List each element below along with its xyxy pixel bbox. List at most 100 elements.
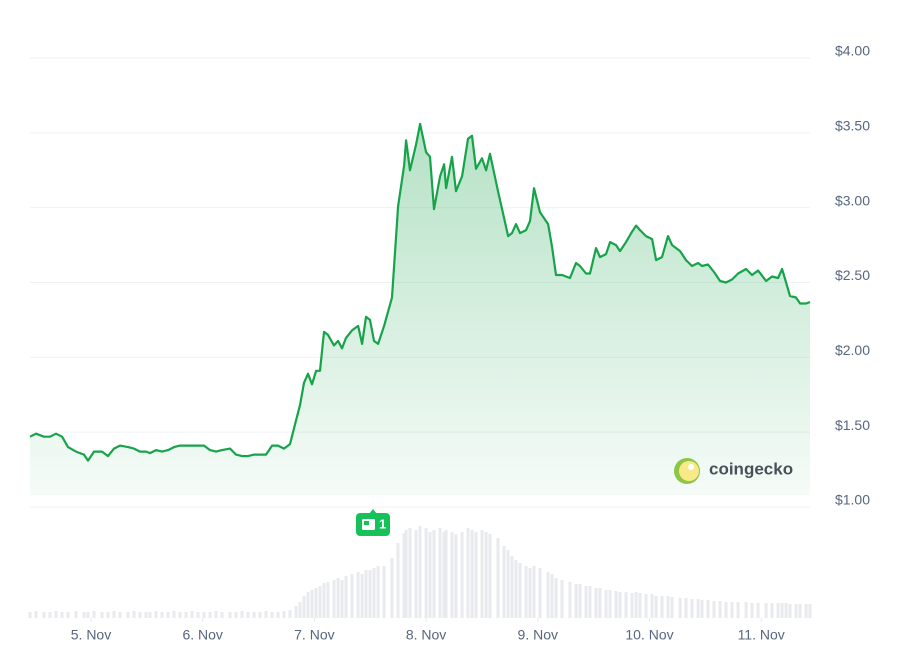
volume-bar (574, 584, 578, 618)
volume-bar (144, 612, 148, 618)
logo-eye (688, 464, 694, 470)
marker-pointer (369, 509, 377, 514)
volume-bar (578, 584, 582, 618)
volume-bar (518, 563, 522, 618)
price-line (29, 122, 811, 462)
volume-bar (460, 532, 464, 618)
volume-bar (34, 611, 38, 618)
volume-bar (92, 611, 96, 618)
volume-bar (750, 603, 754, 618)
volume-bar (638, 593, 642, 618)
volume-bar (650, 594, 654, 618)
volume-bar (428, 532, 432, 618)
volume-bar (246, 612, 250, 618)
volume-bar (74, 611, 78, 618)
volume-bar (466, 528, 470, 618)
volume-bar (506, 550, 510, 618)
watermark-text: coingecko (709, 459, 793, 478)
marker-count: 1 (379, 516, 386, 531)
logo-inner (679, 461, 699, 481)
volume-bar (736, 602, 740, 618)
volume-bar (270, 612, 274, 618)
volume-bar (794, 604, 798, 618)
volume-bar (264, 611, 268, 618)
volume-bar (654, 596, 658, 618)
volume-bar (690, 599, 694, 618)
volume-bar (788, 604, 792, 618)
x-tick-label: 5. Nov (71, 627, 111, 643)
volume-bar (624, 592, 628, 618)
volume-bar (234, 612, 238, 618)
volume-bar (804, 604, 808, 618)
volume-bar (340, 580, 344, 618)
plot (29, 122, 811, 496)
volume-bar (396, 543, 400, 618)
volume-bar (496, 538, 500, 618)
volume-bar (314, 588, 318, 618)
volume-bar (618, 592, 622, 618)
volume-bar (630, 593, 634, 618)
volume-bar (524, 566, 528, 618)
volume-bar (126, 612, 130, 618)
volume-bar (442, 532, 446, 618)
volume-bar (488, 534, 492, 618)
volume-bar (302, 596, 306, 618)
volume-bar (350, 574, 354, 618)
volume-bar (166, 612, 170, 618)
volume-bar (568, 582, 572, 618)
volume-bar (712, 601, 716, 618)
volume-bar (332, 580, 336, 618)
watermark: coingecko (674, 458, 793, 484)
y-tick-label: $3.00 (835, 192, 870, 208)
volume-bar (718, 601, 722, 618)
volume-bar (780, 603, 784, 618)
volume-bar (424, 528, 428, 618)
volume-bar (252, 612, 256, 618)
volume-bar (48, 612, 52, 618)
volume-bar (190, 611, 194, 618)
volume-bar (118, 612, 122, 618)
x-tick-label: 10. Nov (625, 627, 673, 643)
volume-bar (184, 612, 188, 618)
volume-bar (86, 612, 90, 618)
volume-bar (42, 612, 46, 618)
volume-bar (634, 592, 638, 618)
volume-bar (480, 530, 484, 618)
volume-bar (604, 590, 608, 618)
volume-bar (240, 611, 244, 618)
volume-bar (528, 568, 532, 618)
volume-bar (784, 603, 788, 618)
volume-bar (614, 591, 618, 618)
volume-bar (372, 568, 376, 618)
volume-bar (112, 611, 116, 618)
volume-bar (294, 606, 298, 618)
volume-bar (706, 600, 710, 618)
volume-bar (510, 556, 514, 618)
volume-bar (660, 596, 664, 618)
volume-bar (258, 612, 262, 618)
volume-bar (282, 611, 286, 618)
volume-bar (106, 612, 110, 618)
volume-bar (318, 586, 322, 618)
volume-bar (276, 612, 280, 618)
volume-bar (770, 603, 774, 618)
volume-bar (598, 588, 602, 618)
volume-bar (172, 611, 176, 618)
volume-bar (382, 566, 386, 618)
y-tick-label: $1.00 (835, 492, 870, 508)
volume-bar (402, 533, 406, 618)
x-tick-label: 9. Nov (518, 627, 558, 643)
volume-bar (584, 586, 588, 618)
volume-bar (414, 530, 418, 618)
volume-bar (474, 532, 478, 618)
volume-bar (808, 604, 812, 618)
news-marker[interactable]: 1 (356, 509, 390, 536)
volume-bar (82, 612, 86, 618)
volume-bar (666, 596, 670, 618)
volume-bar (588, 586, 592, 618)
volume-bar (696, 599, 700, 618)
volume-bar (178, 612, 182, 618)
volume-bar (160, 612, 164, 618)
y-tick-label: $4.00 (835, 43, 870, 59)
volume-bar (700, 600, 704, 618)
